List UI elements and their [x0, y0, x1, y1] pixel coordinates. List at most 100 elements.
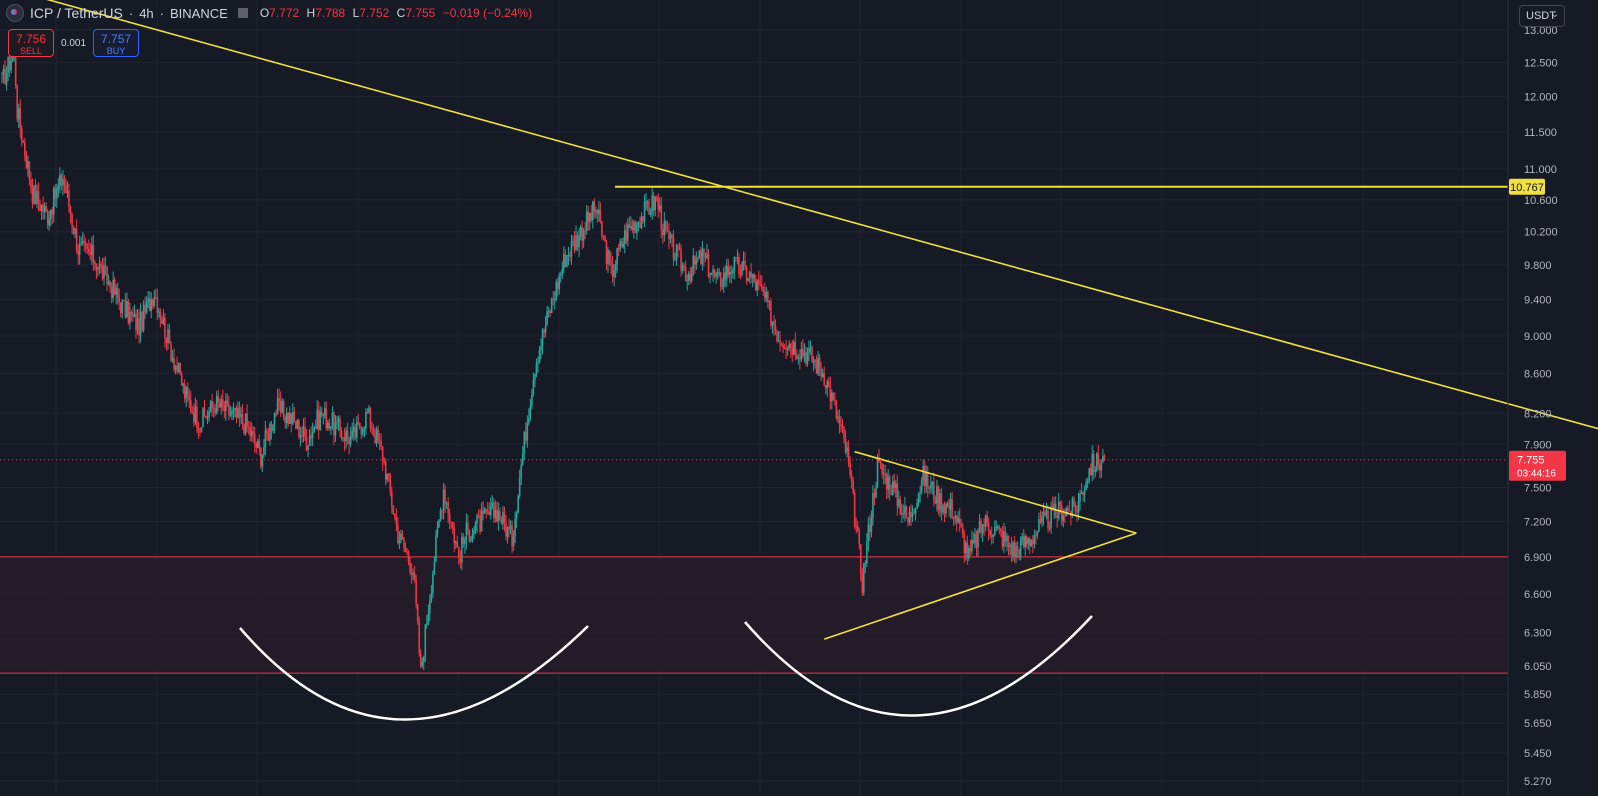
candle-body — [553, 299, 556, 301]
candle-body — [957, 517, 960, 523]
candle-body — [49, 209, 52, 220]
buy-button[interactable]: 7.757 BUY — [93, 29, 140, 57]
candle-body — [136, 318, 139, 331]
candle-body — [307, 445, 309, 450]
candle-body — [142, 304, 145, 331]
candle-body — [110, 287, 113, 299]
candle-body — [1032, 539, 1034, 545]
symbol-legend[interactable]: ICP / TetherUS · 4h · BINANCE O7.772 H7.… — [6, 4, 536, 22]
candle-body — [555, 282, 558, 300]
candle-body — [354, 427, 357, 438]
candle-body — [281, 401, 283, 413]
candle-body — [843, 428, 845, 439]
candle-body — [733, 257, 736, 271]
candle-body — [538, 350, 541, 364]
candle-body — [255, 443, 258, 448]
candle-body — [954, 515, 956, 519]
candle-body — [454, 541, 457, 544]
y-tick-label: 12.500 — [1524, 58, 1558, 70]
candle-body — [1050, 506, 1052, 528]
candle-body — [774, 326, 777, 332]
candle-body — [1025, 536, 1028, 545]
candle-body — [467, 522, 469, 531]
candle-body — [660, 205, 663, 230]
candle-body — [323, 408, 326, 415]
candle-body — [520, 464, 523, 478]
candle-body — [1060, 505, 1063, 521]
candle-body — [188, 395, 191, 401]
candle-body — [355, 422, 358, 438]
candle-body — [118, 297, 121, 303]
candle-body — [550, 298, 553, 314]
candle-body — [383, 461, 385, 463]
candle-body — [133, 313, 136, 317]
candle-body — [95, 263, 98, 270]
candle-body — [40, 204, 43, 212]
candle-body — [68, 190, 70, 207]
candle-body — [86, 245, 89, 249]
candle-body — [109, 281, 111, 288]
candle-body — [488, 512, 491, 516]
candle-body — [387, 473, 390, 476]
candle-body — [949, 499, 952, 510]
candle-body — [409, 561, 411, 573]
candle-body — [334, 422, 337, 436]
candle-body — [1080, 492, 1083, 494]
candle-body — [541, 329, 544, 347]
candle-body — [870, 517, 873, 533]
candle-body — [1000, 528, 1002, 532]
trendline-descending-resistance — [46, 0, 1598, 430]
candle-body — [1022, 536, 1025, 548]
candle-body — [800, 348, 803, 360]
candle-body — [771, 321, 774, 326]
candle-body — [806, 352, 809, 364]
candle-body — [238, 408, 241, 418]
y-tick-label: 6.900 — [1524, 552, 1552, 564]
candle-body — [920, 479, 923, 492]
candle-body — [902, 513, 905, 515]
candle-body — [173, 357, 175, 370]
interval-label[interactable]: 4h — [139, 5, 154, 21]
candle-body — [129, 312, 131, 324]
candle-body — [1030, 539, 1033, 546]
candle-body — [107, 281, 110, 285]
candle-body — [601, 221, 603, 237]
candle-body — [894, 483, 897, 489]
candle-body — [479, 516, 481, 532]
candle-body — [209, 400, 212, 412]
symbol-name[interactable]: ICP / TetherUS — [30, 5, 123, 21]
support-zone — [0, 556, 1508, 674]
candle-body — [410, 572, 413, 575]
candle-body — [316, 409, 318, 429]
candle-body — [424, 624, 427, 657]
flag-icon[interactable] — [237, 8, 248, 18]
candle-body — [923, 465, 926, 487]
currency-select[interactable]: USDT ⌄ — [1519, 5, 1565, 27]
candle-body — [162, 317, 165, 324]
candle-body — [37, 191, 40, 204]
candle-body — [292, 412, 294, 425]
candle-body — [459, 558, 462, 563]
candle-body — [1033, 535, 1036, 545]
currency-label: USDT — [1526, 10, 1556, 22]
candle-body — [829, 385, 832, 402]
sell-price: 7.756 — [15, 32, 47, 46]
candle-body — [284, 417, 287, 423]
candle-body — [969, 548, 972, 552]
sell-button[interactable]: 7.756 SELL — [8, 29, 54, 57]
candle-body — [524, 432, 527, 441]
candle-body — [786, 347, 789, 350]
candle-body — [636, 222, 638, 233]
candle-body — [1100, 462, 1103, 471]
candle-body — [91, 244, 93, 255]
candle-body — [716, 272, 719, 275]
candle-body — [1103, 456, 1106, 460]
candle-body — [882, 473, 885, 475]
candle-body — [1016, 546, 1019, 549]
candle-body — [20, 128, 23, 142]
candle-body — [442, 489, 445, 511]
candle-body — [158, 311, 160, 313]
candle-body — [45, 205, 47, 211]
candle-body — [343, 437, 346, 442]
